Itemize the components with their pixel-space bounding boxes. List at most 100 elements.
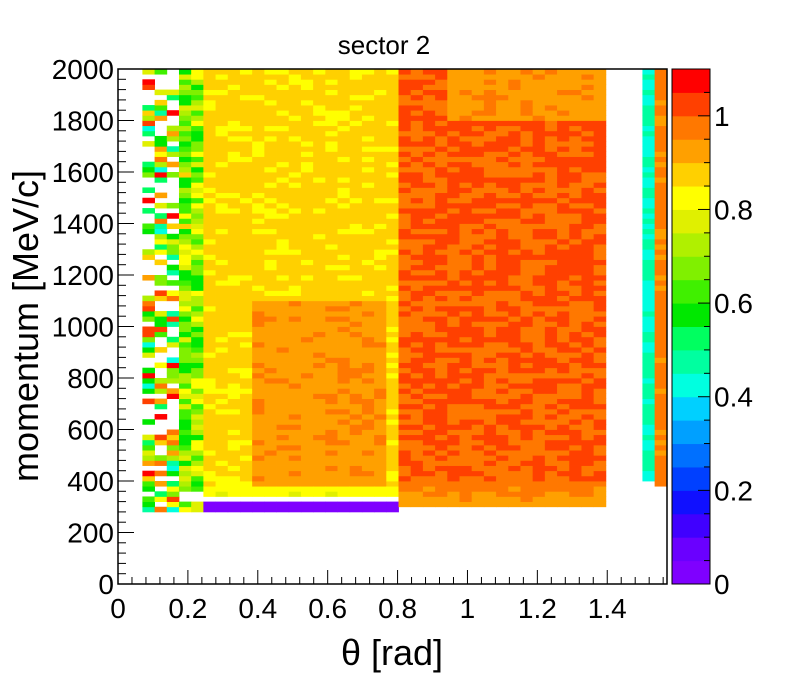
heatmap-cell [642, 300, 656, 307]
heatmap-cell [642, 202, 656, 209]
heatmap-cell [569, 501, 582, 508]
heatmap-cell [325, 311, 338, 317]
heatmap-cell [142, 439, 155, 446]
heatmap-cell [496, 192, 509, 199]
heatmap-cell [422, 465, 436, 472]
heatmap-cell [642, 362, 656, 369]
heatmap-cell [288, 269, 302, 276]
heatmap-cell [142, 496, 155, 502]
heatmap-cell [581, 378, 595, 384]
heatmap-cell [313, 89, 326, 96]
heatmap-cell [386, 177, 399, 183]
heatmap-cell [142, 172, 155, 178]
heatmap-cell [300, 94, 314, 101]
heatmap-cell [325, 120, 338, 127]
heatmap-cell [142, 475, 155, 482]
heatmap-cell [422, 295, 436, 302]
heatmap-cell [313, 336, 326, 343]
heatmap-cell [300, 393, 314, 399]
heatmap-cell [300, 218, 314, 224]
heatmap-cell [203, 89, 216, 96]
heatmap-cell [483, 130, 497, 137]
heatmap-cell [264, 460, 277, 466]
heatmap-cell [313, 403, 326, 410]
heatmap-cell [496, 135, 509, 142]
heatmap-cell [203, 208, 216, 214]
heatmap-cell [569, 218, 582, 224]
heatmap-cell [166, 455, 180, 461]
heatmap-cell [532, 105, 546, 111]
heatmap-cell [325, 151, 338, 157]
heatmap-cell [252, 429, 265, 436]
heatmap-cell [313, 362, 326, 369]
heatmap-cell [422, 403, 436, 410]
heatmap-cell [410, 501, 424, 508]
heatmap-cell [252, 352, 265, 358]
heatmap-cell [508, 321, 521, 327]
heatmap-cell [178, 74, 192, 80]
heatmap-cell [386, 74, 399, 80]
heatmap-cell [239, 408, 253, 415]
heatmap-cell [581, 172, 595, 178]
heatmap-cell [544, 213, 558, 219]
heatmap-cell [313, 450, 326, 456]
heatmap-cell [520, 105, 534, 111]
heatmap-cell [447, 177, 460, 183]
heatmap-cell [422, 321, 436, 327]
heatmap-cell [410, 120, 424, 127]
heatmap-cell [557, 352, 570, 358]
heatmap-cell [361, 470, 375, 477]
heatmap-cell [227, 311, 241, 317]
heatmap-cell [569, 177, 582, 183]
heatmap-cell [203, 311, 216, 317]
heatmap-cell [642, 197, 656, 204]
heatmap-cell [349, 408, 363, 415]
heatmap-cell [288, 429, 302, 436]
heatmap-cell [313, 501, 326, 508]
heatmap-cell [142, 347, 155, 353]
heatmap-cell [203, 156, 216, 163]
heatmap-cell [410, 99, 424, 106]
heatmap-cell [569, 347, 582, 353]
heatmap-cell [264, 238, 277, 245]
heatmap-cell [581, 414, 595, 420]
heatmap-cell [435, 501, 448, 508]
heatmap-cell [544, 305, 558, 312]
heatmap-cell [252, 280, 265, 286]
heatmap-cell [642, 352, 656, 358]
heatmap-cell [178, 130, 192, 137]
heatmap-cell [337, 398, 351, 405]
heatmap-cell [142, 187, 155, 193]
heatmap-cell [471, 285, 485, 291]
heatmap-cell [361, 352, 375, 358]
heatmap-cell [178, 254, 192, 260]
heatmap-cell [191, 455, 204, 461]
heatmap-cell [215, 398, 229, 405]
heatmap-cell [264, 74, 277, 80]
heatmap-cell [654, 202, 668, 209]
heatmap-cell [447, 166, 460, 173]
heatmap-cell [410, 336, 424, 343]
heatmap-cell [276, 408, 290, 415]
heatmap-cell [313, 378, 326, 384]
heatmap-cell [313, 491, 326, 497]
heatmap-cell [325, 352, 338, 358]
heatmap-cell [276, 491, 290, 497]
heatmap-cell [520, 311, 534, 317]
heatmap-cell [227, 99, 241, 106]
heatmap-cell [337, 362, 351, 369]
heatmap-cell [374, 218, 387, 224]
heatmap-cell [386, 244, 399, 250]
heatmap-cell [410, 233, 424, 240]
heatmap-cell [313, 481, 326, 487]
heatmap-cell [642, 192, 656, 199]
heatmap-cell [154, 238, 168, 245]
heatmap-cell [227, 491, 241, 497]
heatmap-cell [447, 182, 460, 188]
heatmap-cell [410, 192, 424, 199]
heatmap-cell [642, 331, 656, 338]
heatmap-cell [459, 192, 473, 199]
heatmap-cell [654, 69, 668, 75]
heatmap-cell [593, 192, 607, 199]
heatmap-cell [325, 172, 338, 178]
